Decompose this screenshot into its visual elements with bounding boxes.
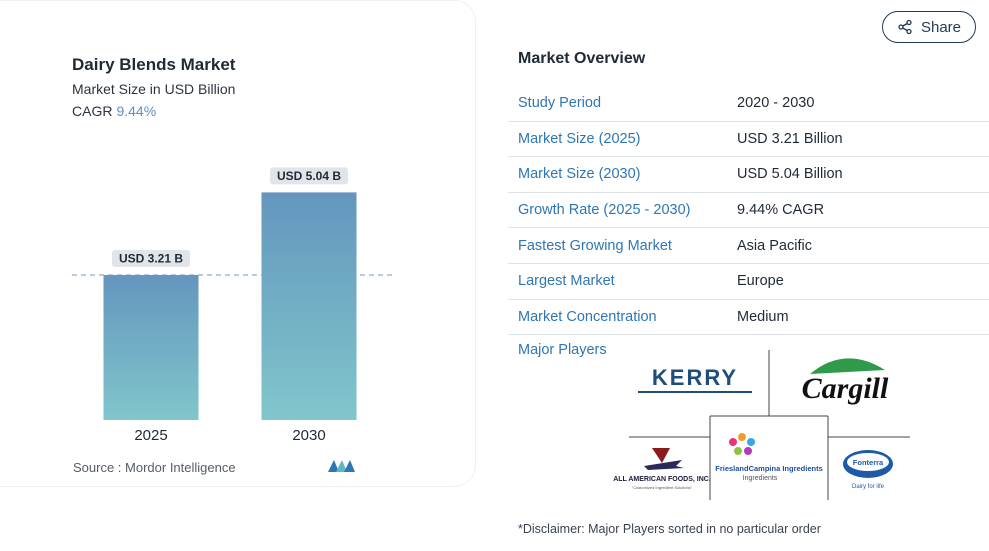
frieslandcampina-text: FrieslandCampina Ingredients — [715, 464, 823, 473]
data-label: USD 5.04 B — [277, 169, 341, 183]
overview-key: Growth Rate (2025 - 2030) — [518, 202, 691, 219]
overview-value: Europe — [737, 273, 784, 290]
overview-row: Fastest Growing Market Asia Pacific — [508, 228, 989, 264]
overview-key: Market Concentration — [518, 308, 657, 325]
data-label-bg — [270, 167, 348, 185]
overview-row: Growth Rate (2025 - 2030) 9.44% CAGR — [508, 193, 989, 229]
fonterra-tagline: Dairy for life — [852, 484, 885, 490]
overview-value: USD 3.21 Billion — [737, 130, 843, 147]
share-button[interactable]: Share — [882, 11, 976, 43]
chart-cagr: CAGR 9.44% — [72, 103, 156, 119]
bar-2030 — [261, 192, 357, 420]
kerry-logo-text: KERRY — [652, 365, 738, 390]
x-tick-label: 2025 — [134, 427, 167, 444]
overview-value: Asia Pacific — [737, 237, 812, 254]
bar-chart: USD 3.21 B 2025 USD 5.04 B 2030 — [72, 167, 392, 444]
overview-key: Fastest Growing Market — [518, 237, 672, 254]
fonterra-logo: Fonterra Dairy for life — [843, 450, 893, 490]
overview-value: 2020 - 2030 — [737, 95, 815, 112]
overview-row: Market Size (2030) USD 5.04 Billion — [508, 157, 989, 193]
overview-key: Largest Market — [518, 273, 615, 290]
share-icon — [898, 19, 912, 35]
overview-key: Market Size (2030) — [518, 166, 641, 183]
overview-key: Market Size (2025) — [518, 130, 641, 147]
cargill-logo: Cargill — [802, 358, 889, 405]
fonterra-text: Fonterra — [853, 458, 884, 467]
all-american-tagline: "Customized Ingredient Solutions" — [632, 485, 693, 490]
market-overview-title: Market Overview — [518, 50, 646, 67]
overview-row: Market Size (2025) USD 3.21 Billion — [508, 122, 989, 158]
overview-row: Largest Market Europe — [508, 264, 989, 300]
major-players-label: Major Players — [518, 342, 607, 358]
overview-row: Market Concentration Medium — [508, 300, 989, 336]
mordor-intelligence-logo — [328, 460, 355, 472]
chart-card — [0, 0, 476, 487]
chart-subtitle: Market Size in USD Billion — [72, 81, 236, 97]
all-american-foods-text: ALL AMERICAN FOODS, INC. — [613, 476, 711, 483]
frieslandcampina-tagline: Ingredients — [743, 475, 778, 482]
bar-2025 — [103, 275, 199, 420]
x-tick-label: 2030 — [292, 427, 325, 444]
frieslandcampina-logo: FrieslandCampina Ingredients Ingredients — [715, 433, 823, 482]
overview-value: Medium — [737, 308, 789, 325]
market-overview-table: Study Period 2020 - 2030 Market Size (202… — [508, 86, 989, 336]
chart-title: Dairy Blends Market — [72, 55, 236, 74]
all-american-foods-logo: ALL AMERICAN FOODS, INC. "Customized Ing… — [613, 448, 711, 490]
disclaimer-text: *Disclaimer: Major Players sorted in no … — [518, 522, 821, 536]
overview-row: Study Period 2020 - 2030 — [508, 86, 989, 122]
cagr-value: 9.44% — [116, 103, 157, 119]
data-label: USD 3.21 B — [119, 252, 183, 266]
overview-value: 9.44% CAGR — [737, 202, 825, 219]
data-label-bg — [112, 250, 190, 268]
share-label: Share — [920, 18, 962, 36]
major-players-grid: KERRY Cargill ALL AMERICAN FOODS, INC. "… — [613, 350, 910, 500]
overview-key: Study Period — [518, 95, 602, 112]
kerry-logo: KERRY — [638, 365, 752, 393]
cagr-label: CAGR — [72, 103, 113, 119]
cargill-logo-text: Cargill — [802, 372, 889, 405]
source-text: Source : Mordor Intelligence — [73, 460, 236, 475]
overview-value: USD 5.04 Billion — [737, 166, 843, 183]
